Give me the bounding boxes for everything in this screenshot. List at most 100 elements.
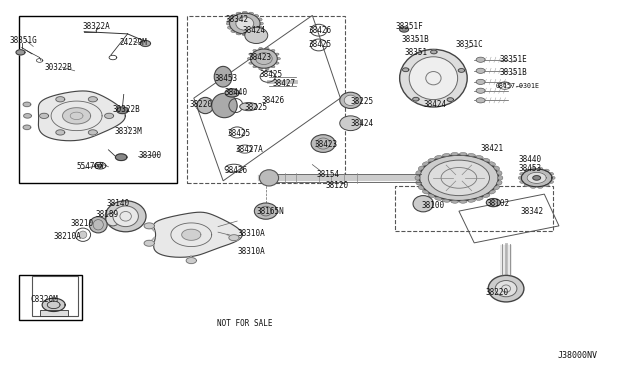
Ellipse shape [483,158,490,162]
Ellipse shape [476,197,483,201]
Ellipse shape [415,176,420,180]
Ellipse shape [488,275,524,302]
Ellipse shape [497,171,502,175]
Text: 38424: 38424 [351,119,374,128]
Ellipse shape [254,203,277,219]
Ellipse shape [468,154,476,157]
Polygon shape [182,229,201,240]
Ellipse shape [227,26,232,29]
Ellipse shape [419,166,424,170]
Text: 38351E: 38351E [500,55,527,64]
Text: 38322A: 38322A [83,22,111,31]
Text: 38310A: 38310A [237,247,265,256]
Ellipse shape [249,53,253,55]
Text: 38423: 38423 [248,53,272,62]
Ellipse shape [249,33,253,35]
Ellipse shape [90,217,107,233]
Text: 38120: 38120 [325,181,348,190]
Text: 30322B: 30322B [45,62,72,72]
Text: NOT FOR SALE: NOT FOR SALE [217,319,272,328]
Polygon shape [42,298,65,311]
Ellipse shape [399,49,467,107]
Ellipse shape [416,181,421,185]
Bar [19,275,82,320]
Text: 55476X: 55476X [77,162,104,171]
Text: 38189: 38189 [96,210,119,219]
Ellipse shape [249,12,253,15]
Text: 38423: 38423 [315,140,338,149]
Ellipse shape [258,26,262,29]
Ellipse shape [435,155,442,159]
Ellipse shape [409,57,458,100]
Ellipse shape [422,190,428,194]
Ellipse shape [259,68,262,70]
Text: 38351: 38351 [404,48,428,57]
Ellipse shape [245,27,268,44]
Ellipse shape [476,98,485,103]
Ellipse shape [106,212,120,226]
Polygon shape [40,113,49,118]
Polygon shape [16,50,25,55]
Ellipse shape [476,88,485,93]
Ellipse shape [428,158,435,162]
Text: 38427: 38427 [272,79,295,88]
Text: 38300: 38300 [138,151,161,160]
Ellipse shape [524,184,529,187]
Ellipse shape [416,171,421,175]
Polygon shape [56,97,65,102]
Bar [395,186,553,231]
Bar [32,276,78,316]
Ellipse shape [497,181,502,185]
Text: 38440: 38440 [519,155,542,164]
Ellipse shape [227,18,232,21]
Bar [19,16,177,183]
Ellipse shape [227,22,230,25]
Ellipse shape [531,186,536,188]
Text: 30322B: 30322B [113,105,141,114]
Ellipse shape [259,22,263,25]
Text: 38351B: 38351B [500,68,527,77]
Ellipse shape [243,33,247,36]
Ellipse shape [518,176,522,179]
Text: J38000NV: J38000NV [557,350,597,360]
Ellipse shape [498,176,503,180]
Ellipse shape [105,201,146,232]
Polygon shape [527,172,546,183]
Ellipse shape [311,135,335,153]
Text: 24229M: 24229M [119,38,147,46]
Polygon shape [431,50,437,54]
Text: 38342: 38342 [226,15,249,23]
Ellipse shape [460,200,467,203]
Ellipse shape [545,169,549,171]
Text: 38220: 38220 [486,288,509,297]
Ellipse shape [275,62,279,64]
Ellipse shape [422,162,428,166]
Ellipse shape [230,13,260,34]
Ellipse shape [236,17,253,30]
Polygon shape [88,97,97,102]
Text: 38453: 38453 [215,74,238,83]
Text: 38154: 38154 [317,170,340,179]
Text: 38425: 38425 [259,70,283,79]
Polygon shape [23,125,31,129]
Polygon shape [63,108,91,124]
Ellipse shape [495,280,517,297]
Text: 38424: 38424 [243,26,266,35]
Polygon shape [186,258,196,263]
Text: 38424: 38424 [423,100,446,109]
Text: B: B [503,83,507,88]
Text: 38165N: 38165N [256,206,284,216]
Text: 38310A: 38310A [237,229,265,238]
Ellipse shape [451,200,458,203]
Text: 38426: 38426 [261,96,285,105]
Text: 38425: 38425 [308,41,332,49]
Text: 38323M: 38323M [115,127,143,136]
Polygon shape [447,98,454,102]
Ellipse shape [538,186,543,188]
Polygon shape [399,27,408,32]
Text: 38220: 38220 [189,100,212,109]
Ellipse shape [551,176,555,179]
Polygon shape [403,68,409,71]
Text: 38426: 38426 [308,26,332,35]
Text: 38453: 38453 [519,164,542,173]
